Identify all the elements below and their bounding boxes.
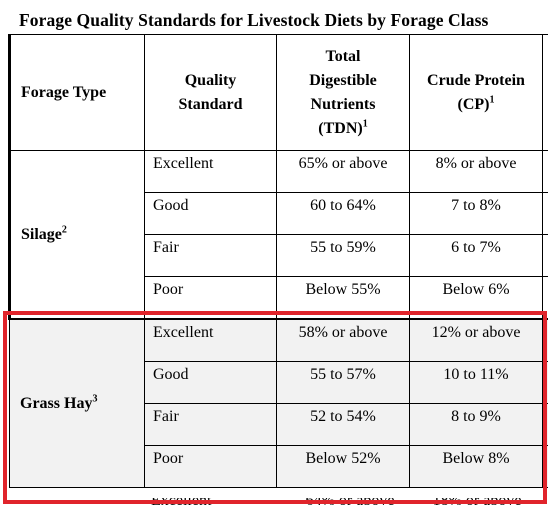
tdn-cell: 55 to 57% bbox=[276, 361, 410, 404]
header-quality-standard: Quality Standard bbox=[144, 34, 277, 151]
table-row: Poor Below 52% Below 8% bbox=[10, 445, 548, 488]
partially-visible-next-row: Excellent 64% or above 18% or above bbox=[147, 498, 547, 509]
table-row: Fair 52 to 54% 8 to 9% bbox=[10, 403, 548, 446]
table-row: Good 60 to 64% 7 to 8% bbox=[10, 192, 548, 235]
tdn-cell: 65% or above bbox=[276, 150, 410, 193]
table-row: Grass Hay3 Excellent 58% or above 12% or… bbox=[9, 318, 548, 488]
header-tdn: Total Digestible Nutrients (TDN)1 bbox=[276, 34, 410, 151]
cp-cell: 8 to 9% bbox=[409, 403, 543, 446]
cutoff-cell bbox=[542, 445, 548, 488]
cutoff-cell bbox=[542, 361, 548, 404]
table-title: Forage Quality Standards for Livestock D… bbox=[19, 10, 489, 30]
cp-cell: 6 to 7% bbox=[409, 234, 543, 277]
quality-standard-cell: Poor bbox=[144, 445, 277, 488]
cp-cell: 7 to 8% bbox=[409, 192, 543, 235]
quality-standard-cell: Good bbox=[144, 192, 277, 235]
quality-standard-cell: Fair bbox=[144, 403, 277, 446]
cutoff-cell bbox=[542, 234, 548, 277]
quality-standard-cell: Excellent bbox=[151, 498, 212, 509]
cp-cell: 18% or above bbox=[432, 498, 522, 509]
header-forage-type: Forage Type bbox=[8, 34, 145, 151]
cp-cell: Below 6% bbox=[409, 276, 543, 320]
tdn-cell: 64% or above bbox=[305, 498, 395, 509]
tdn-cell: 55 to 59% bbox=[276, 234, 410, 277]
silage-group: Silage2 Excellent 65% or above 8% or abo… bbox=[8, 150, 548, 320]
table-row: Good 55 to 57% 10 to 11% bbox=[10, 361, 548, 404]
cutoff-cell bbox=[542, 318, 548, 362]
cutoff-cell bbox=[542, 403, 548, 446]
cutoff-cell bbox=[542, 150, 548, 193]
quality-standard-cell: Poor bbox=[144, 276, 277, 320]
header-crude-protein: Crude Protein (CP)1 bbox=[409, 34, 543, 151]
tdn-cell: 52 to 54% bbox=[276, 403, 410, 446]
cp-cell: 12% or above bbox=[409, 318, 543, 362]
tdn-cell: 58% or above bbox=[276, 318, 410, 362]
cp-cell: 10 to 11% bbox=[409, 361, 543, 404]
cp-cell: Below 8% bbox=[409, 445, 543, 488]
table-row: Fair 55 to 59% 6 to 7% bbox=[10, 234, 548, 277]
forage-type-silage: Silage2 bbox=[8, 150, 145, 320]
forage-type-grass-hay: Grass Hay3 bbox=[9, 318, 145, 488]
tdn-cell: 60 to 64% bbox=[276, 192, 410, 235]
tdn-cell: Below 52% bbox=[276, 445, 410, 488]
quality-standard-cell: Excellent bbox=[144, 150, 277, 193]
header-cutoff-column bbox=[542, 34, 548, 151]
quality-standard-cell: Excellent bbox=[144, 318, 277, 362]
grass-hay-group: Grass Hay3 Excellent 58% or above 12% or… bbox=[9, 318, 548, 488]
cutoff-cell bbox=[542, 276, 548, 320]
table-row: Silage2 Excellent 65% or above 8% or abo… bbox=[8, 150, 548, 320]
forage-quality-table: Forage Type Quality Standard Total Diges… bbox=[8, 34, 548, 488]
quality-standard-cell: Fair bbox=[144, 234, 277, 277]
quality-standard-cell: Good bbox=[144, 361, 277, 404]
tdn-cell: Below 55% bbox=[276, 276, 410, 320]
cp-cell: 8% or above bbox=[409, 150, 543, 193]
cutoff-cell bbox=[542, 192, 548, 235]
